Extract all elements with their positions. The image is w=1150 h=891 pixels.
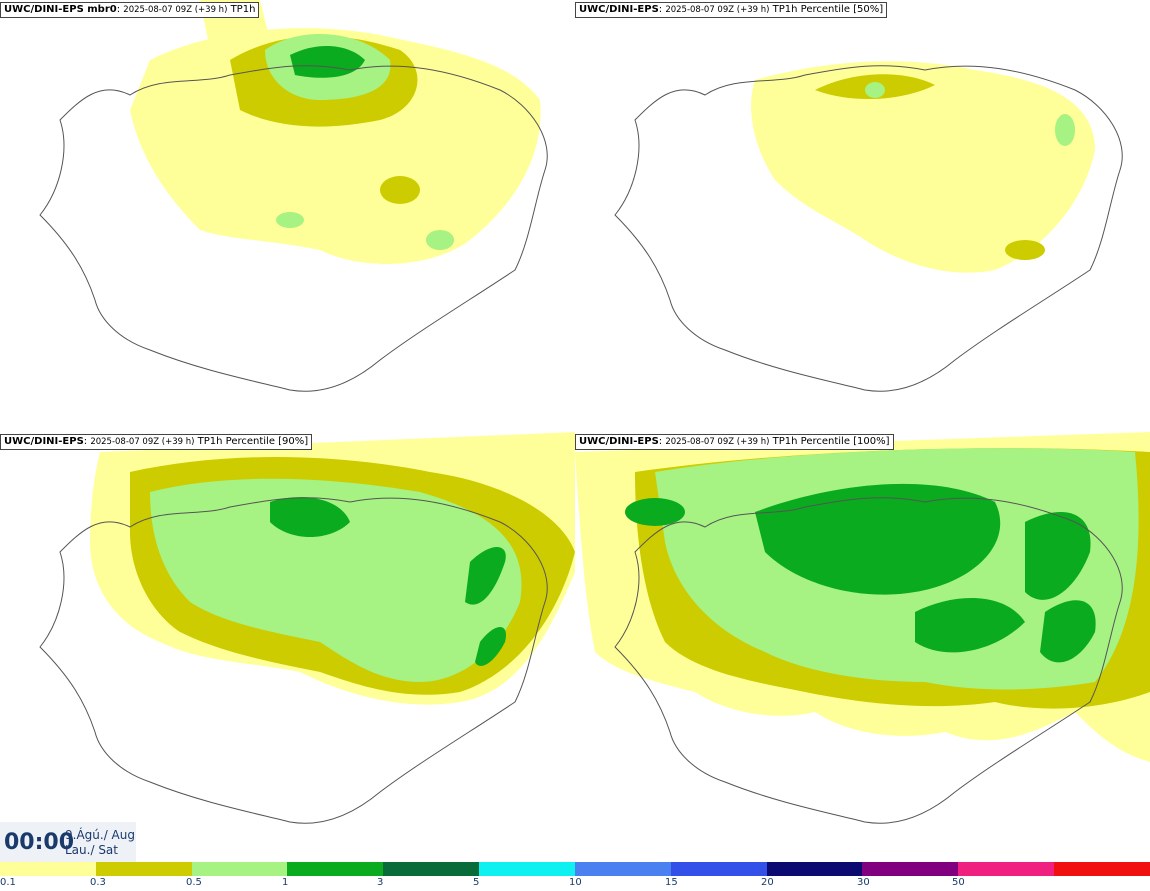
precip-map xyxy=(39,0,548,392)
valid-day-line: Lau./ Sat xyxy=(65,843,118,857)
legend-swatch xyxy=(0,862,96,876)
coastline xyxy=(39,65,548,392)
legend-tick-label: 15 xyxy=(665,877,678,888)
legend-swatch xyxy=(95,862,192,876)
map-panel-p100: UWC/DINI-EPS: 2025-08-07 09Z (+39 h) TP1… xyxy=(575,432,1150,864)
valid-time: 00:00 xyxy=(4,830,75,855)
panel-title: UWC/DINI-EPS mbr0: 2025-08-07 09Z (+39 h… xyxy=(0,2,260,18)
valid-date-line: 9.Ágú./ Aug xyxy=(65,828,135,842)
precip-fill xyxy=(575,432,1150,762)
legend-swatch xyxy=(958,862,1055,876)
legend-color-bar xyxy=(0,862,1150,876)
legend-swatch xyxy=(287,862,384,876)
legend-swatch xyxy=(670,862,767,876)
precip-fill xyxy=(751,61,1095,273)
legend-swatch xyxy=(479,862,575,876)
precip-map xyxy=(575,432,1150,824)
precip-map xyxy=(614,61,1123,392)
legend-tick-label: 1 xyxy=(282,877,289,888)
map-panel-member0: UWC/DINI-EPS mbr0: 2025-08-07 09Z (+39 h… xyxy=(0,0,575,432)
legend-tick-label: 20 xyxy=(761,877,774,888)
panel-title: UWC/DINI-EPS: 2025-08-07 09Z (+39 h) TP1… xyxy=(575,434,894,450)
precip-fill xyxy=(130,0,541,264)
panel-title: UWC/DINI-EPS: 2025-08-07 09Z (+39 h) TP1… xyxy=(575,2,888,18)
legend-swatch xyxy=(766,862,863,876)
legend-swatch xyxy=(191,862,288,876)
legend-swatch xyxy=(383,862,480,876)
coastline xyxy=(614,65,1123,392)
valid-time-box: 00:00 9.Ágú./ Aug Lau./ Sat xyxy=(0,822,136,862)
precip-map xyxy=(39,432,575,824)
precip-fill xyxy=(90,432,575,705)
coastline xyxy=(39,497,548,824)
legend-tick-label: 5 xyxy=(473,877,480,888)
legend-tick-label: 50 xyxy=(952,877,965,888)
legend-tick-label: 0.5 xyxy=(186,877,202,888)
legend-swatch xyxy=(862,862,959,876)
map-panel-p50: UWC/DINI-EPS: 2025-08-07 09Z (+39 h) TP1… xyxy=(575,0,1150,432)
map-panel-p90: UWC/DINI-EPS: 2025-08-07 09Z (+39 h) TP1… xyxy=(0,432,575,864)
color-legend: 0.1 0.3 0.5 1 3 5 10 15 20 30 50 xyxy=(0,862,1150,891)
coastline xyxy=(614,497,1123,824)
legend-tick-label: 30 xyxy=(857,877,870,888)
legend-tick-label: 0.3 xyxy=(90,877,106,888)
legend-tick-label: 3 xyxy=(377,877,384,888)
legend-swatch xyxy=(574,862,671,876)
legend-tick-label: 10 xyxy=(569,877,582,888)
valid-date: 9.Ágú./ Aug Lau./ Sat xyxy=(65,828,135,858)
legend-swatch xyxy=(1054,862,1150,876)
panel-title: UWC/DINI-EPS: 2025-08-07 09Z (+39 h) TP1… xyxy=(0,434,313,450)
legend-tick-label: 0.1 xyxy=(0,877,16,888)
